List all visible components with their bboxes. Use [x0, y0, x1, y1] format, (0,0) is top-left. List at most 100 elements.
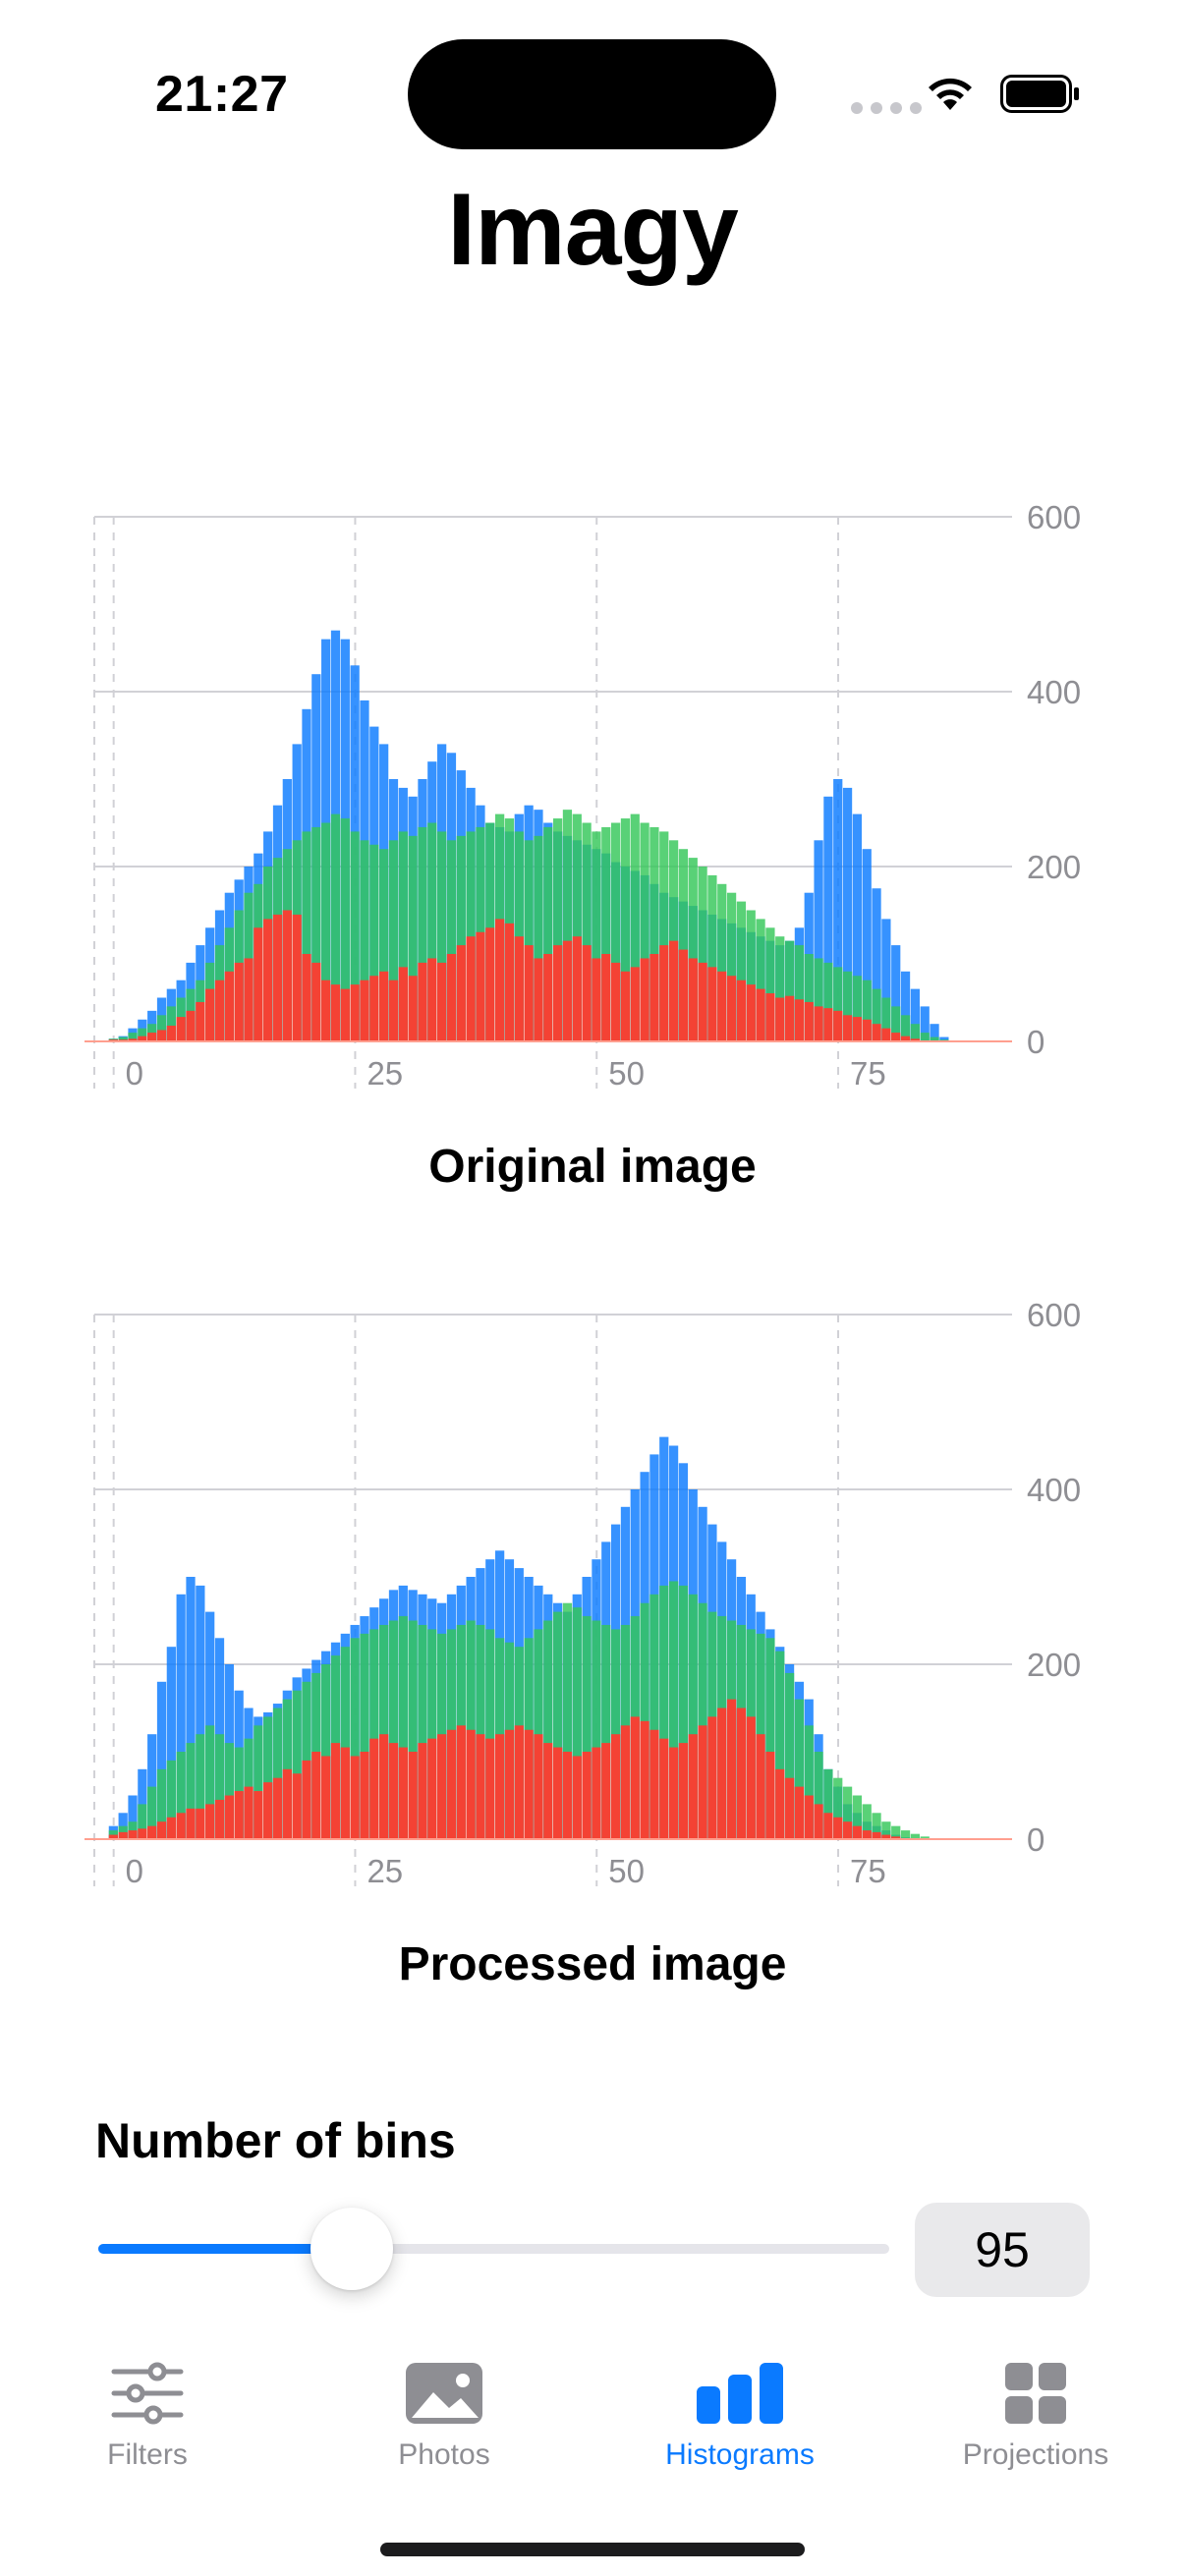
original-bar-green — [360, 840, 369, 1041]
original-bar-red — [910, 1038, 920, 1041]
processed-bar-green — [138, 1804, 147, 1839]
sliders-icon — [111, 2362, 184, 2425]
processed-bar-red — [466, 1729, 476, 1839]
status-bar: 21:27 — [0, 0, 1185, 196]
processed-bar-green — [196, 1734, 205, 1839]
tab-filters-label: Filters — [107, 2438, 188, 2471]
original-bar-red — [784, 995, 795, 1041]
original-bar-green — [688, 858, 698, 1041]
original-bar-red — [350, 984, 360, 1041]
original-bar-green — [446, 840, 457, 1041]
original-bar-red — [659, 945, 669, 1041]
bins-slider[interactable] — [98, 2208, 889, 2290]
processed-bar-red — [214, 1799, 225, 1839]
tab-histograms[interactable]: Histograms — [592, 2326, 887, 2493]
processed-bar-red — [659, 1738, 669, 1839]
processed-bar-red — [726, 1699, 737, 1839]
processed-bar-red — [485, 1738, 495, 1839]
original-bar-green — [765, 927, 775, 1041]
original-bar-green — [630, 813, 640, 1041]
processed-bar-red — [592, 1747, 601, 1839]
original-bar-green — [379, 849, 389, 1041]
processed-bar-green — [610, 1629, 621, 1839]
original-bar-green — [553, 818, 563, 1041]
original-bar-red — [388, 980, 399, 1041]
original-bar-green — [784, 940, 795, 1041]
original-bar-green — [842, 971, 853, 1041]
original-bar-red — [804, 1001, 814, 1041]
original-bar-red — [717, 971, 727, 1041]
original-bar-green — [543, 826, 553, 1041]
original-bar-red — [534, 958, 543, 1041]
processed-bar-red — [272, 1777, 283, 1839]
processed-bar-green — [823, 1768, 833, 1839]
processed-bar-green — [263, 1716, 273, 1839]
original-bar-red — [504, 923, 515, 1041]
original-bar-red — [891, 1033, 901, 1041]
original-bar-green — [592, 831, 601, 1041]
processed-y-tick-label: 600 — [1027, 1297, 1081, 1333]
original-bar-red — [330, 984, 341, 1041]
processed-bar-green — [659, 1585, 669, 1839]
processed-bar-red — [553, 1747, 563, 1839]
original-bar-red — [205, 988, 215, 1041]
processed-bar-red — [717, 1708, 727, 1839]
original-bar-red — [794, 999, 805, 1041]
original-bar-red — [553, 945, 563, 1041]
tab-projections[interactable]: Projections — [888, 2326, 1183, 2493]
original-bar-red — [214, 980, 225, 1041]
original-bar-green — [118, 1036, 128, 1041]
original-bar-red — [814, 1006, 823, 1041]
original-bar-blue — [833, 779, 843, 1041]
original-bar-blue — [881, 919, 891, 1041]
original-bar-red — [688, 958, 698, 1041]
original-image-caption: Original image — [428, 1141, 757, 1193]
processed-bar-red — [408, 1752, 418, 1839]
processed-bar-green — [379, 1624, 389, 1839]
original-bar-red — [398, 967, 408, 1041]
original-bar-red — [263, 919, 273, 1041]
tab-photos[interactable]: Photos — [297, 2326, 592, 2493]
original-bar-red — [649, 954, 659, 1041]
original-bar-green — [736, 901, 747, 1041]
processed-bar-red — [524, 1729, 534, 1839]
original-bar-green — [698, 867, 707, 1041]
bins-slider-thumb[interactable] — [310, 2208, 393, 2290]
processed-bar-red — [292, 1773, 302, 1839]
processed-bar-blue — [176, 1594, 186, 1839]
original-bar-red — [360, 980, 369, 1041]
tab-photos-label: Photos — [398, 2438, 490, 2471]
processed-bar-red — [176, 1813, 186, 1839]
bins-value-field[interactable]: 95 — [915, 2203, 1090, 2297]
processed-bar-red — [610, 1734, 621, 1839]
tab-filters[interactable]: Filters — [0, 2326, 295, 2493]
original-histogram: 0 200 400 600 0 25 50 75 — [0, 481, 1185, 1092]
processed-bar-red — [254, 1791, 263, 1839]
original-bar-green — [321, 822, 331, 1041]
original-bar-red — [881, 1028, 891, 1041]
processed-bar-red — [379, 1734, 389, 1839]
processed-bar-blue — [156, 1681, 167, 1839]
original-bar-red — [707, 967, 717, 1041]
processed-bar-green — [408, 1620, 418, 1839]
processed-bar-red — [814, 1804, 823, 1839]
original-bar-green — [427, 822, 437, 1041]
processed-bar-red — [562, 1752, 573, 1839]
processed-bar-red — [205, 1804, 215, 1839]
processed-bar-red — [765, 1752, 775, 1839]
processed-bar-red — [321, 1756, 331, 1839]
processed-bar-red — [495, 1734, 505, 1839]
processed-bar-green — [794, 1699, 805, 1839]
original-bar-blue — [939, 1036, 949, 1041]
original-bar-red — [562, 940, 573, 1041]
processed-bar-red — [707, 1716, 717, 1839]
original-bar-green — [814, 958, 823, 1041]
processed-bar-green — [842, 1786, 853, 1839]
original-bar-red — [302, 954, 311, 1041]
original-bar-red — [408, 976, 418, 1041]
processed-bar-green — [640, 1602, 649, 1839]
processed-bar-green — [688, 1594, 698, 1839]
original-bar-red — [282, 910, 292, 1041]
processed-bar-red — [823, 1813, 833, 1839]
processed-bar-blue — [186, 1577, 196, 1839]
